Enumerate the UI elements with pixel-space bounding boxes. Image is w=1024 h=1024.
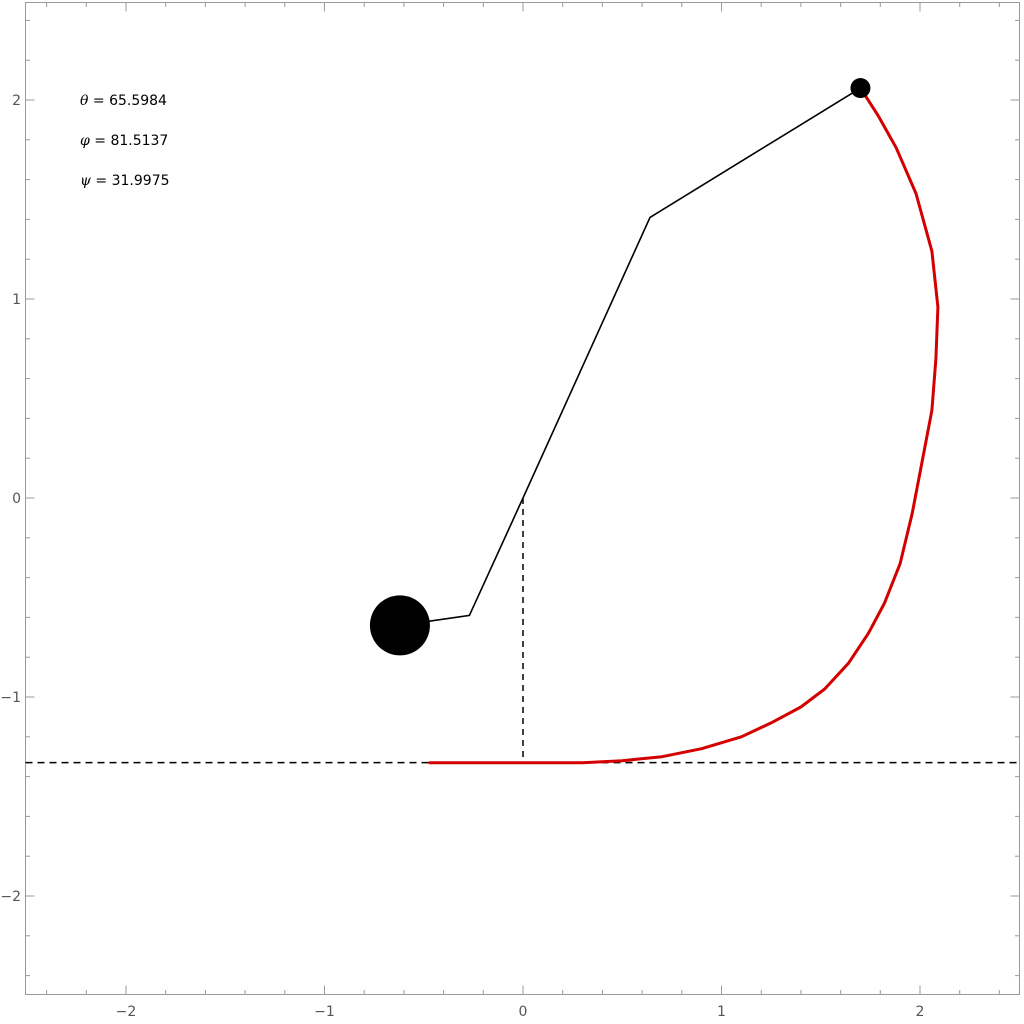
- small-mass-bob: [850, 78, 871, 99]
- y-tick-label: −2: [0, 889, 21, 905]
- large-mass-bob: [369, 595, 430, 656]
- x-tick-label: 2: [916, 1004, 925, 1020]
- theta-symbol: θ: [80, 93, 89, 109]
- theta-value: = 65.5984: [88, 93, 167, 109]
- x-tick-label: 1: [717, 1004, 726, 1020]
- phi-readout: φ = 81.5137: [80, 133, 168, 149]
- psi-readout: ψ = 31.9975: [80, 173, 170, 189]
- phi-symbol: φ: [80, 133, 90, 149]
- theta-readout: θ = 65.5984: [80, 93, 167, 109]
- x-tick-label: 0: [519, 1004, 528, 1020]
- pendulum-links: [399, 87, 861, 627]
- axis-ticks: [25, 2, 1020, 995]
- y-tick-label: −1: [0, 690, 21, 706]
- y-tick-label: 1: [12, 292, 21, 308]
- y-tick-label: 0: [12, 491, 21, 507]
- axis-tick-labels: −2 −1 0 1 2 −2 −1 0 1 2: [0, 93, 924, 1020]
- x-tick-label: −1: [314, 1004, 335, 1020]
- psi-value: = 31.9975: [91, 173, 170, 189]
- x-tick-label: −2: [116, 1004, 137, 1020]
- phi-value: = 81.5137: [90, 133, 169, 149]
- trajectory-trace: [428, 86, 940, 765]
- y-tick-label: 2: [12, 93, 21, 109]
- psi-symbol: ψ: [80, 173, 92, 189]
